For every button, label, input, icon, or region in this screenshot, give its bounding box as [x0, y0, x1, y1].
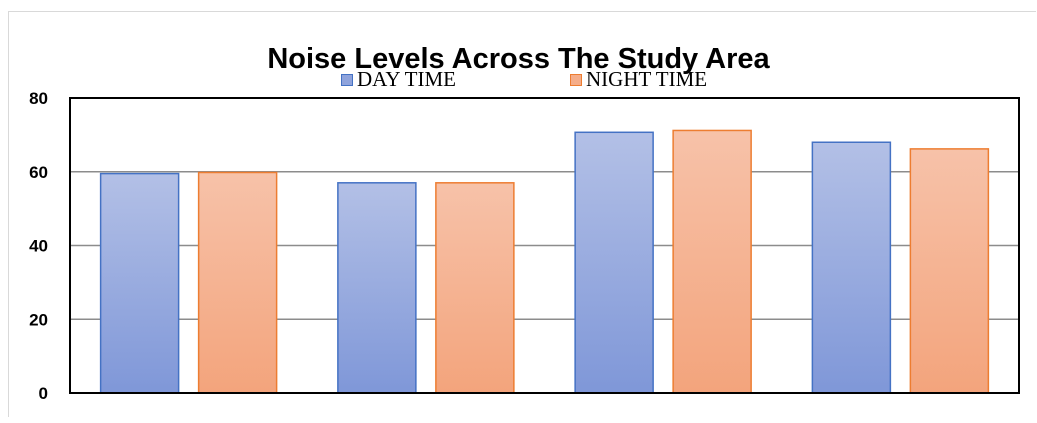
- bar-day-time: [811, 141, 892, 394]
- y-tick-label: 20: [29, 310, 48, 329]
- bar-night-time: [197, 171, 278, 394]
- bar-night-time: [909, 148, 990, 394]
- bar-day-time: [574, 131, 654, 394]
- chart-title: Noise Levels Across The Study Area: [267, 43, 770, 75]
- chart-area: [8, 11, 1036, 417]
- bar-night-time: [672, 129, 752, 394]
- y-tick-label: 60: [29, 163, 48, 182]
- y-tick-label: 0: [39, 384, 48, 403]
- bar-night-time: [435, 182, 515, 394]
- bar-day-time: [99, 172, 180, 394]
- y-tick-label: 80: [29, 89, 48, 108]
- y-tick-label: 40: [29, 237, 48, 256]
- bar-day-time: [337, 182, 417, 394]
